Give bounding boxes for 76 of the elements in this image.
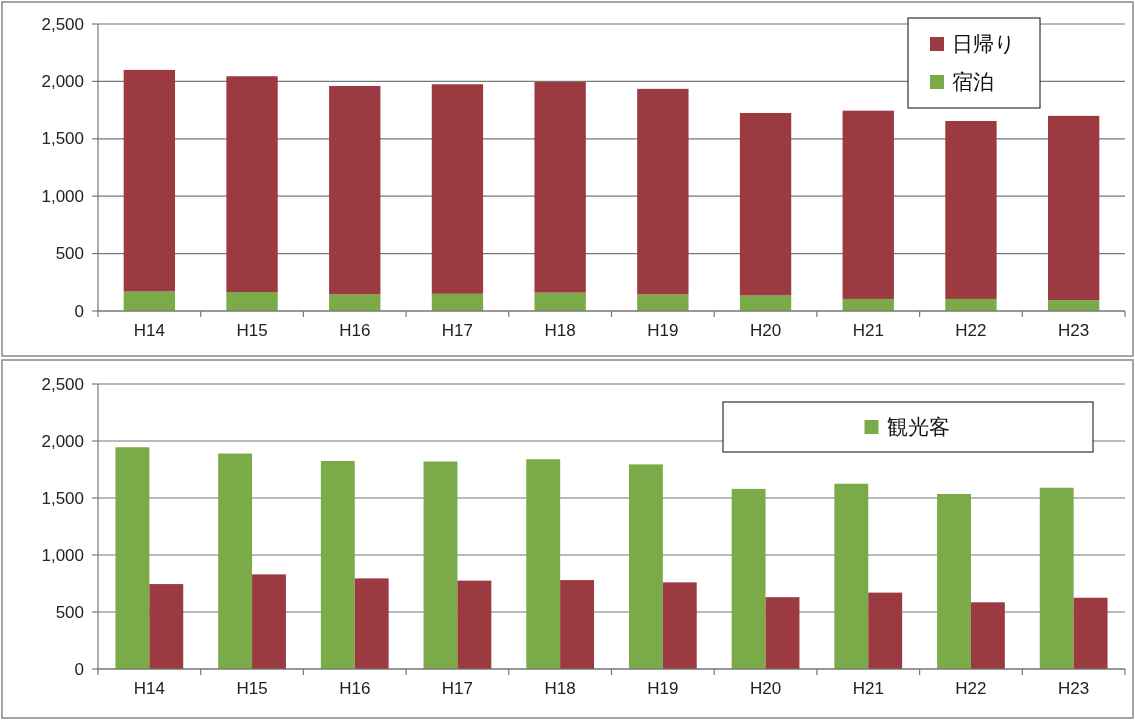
bar: [1047, 300, 1100, 311]
x-tick-label: H16: [339, 679, 371, 698]
bar: [1039, 487, 1074, 669]
y-tick-label: 2,000: [41, 71, 84, 91]
bar: [937, 494, 971, 669]
bar: [739, 295, 792, 311]
x-tick-label: H14: [133, 679, 165, 698]
bar: [945, 121, 997, 299]
legend-label: 日帰り: [952, 32, 1016, 56]
bar: [1047, 115, 1100, 301]
y-tick-label: 0: [74, 659, 84, 679]
bar: [354, 578, 389, 669]
y-tick-label: 0: [74, 301, 84, 321]
bar: [637, 88, 689, 295]
bar: [320, 460, 355, 669]
x-tick-label: H22: [955, 679, 987, 698]
x-tick-label: H19: [647, 321, 679, 340]
y-tick-label: 1,500: [41, 129, 84, 149]
bar: [842, 110, 894, 299]
x-tick-label: H21: [852, 321, 884, 340]
bar: [226, 76, 278, 293]
x-tick-label: H23: [1058, 679, 1090, 698]
bar: [868, 592, 903, 669]
bar: [560, 580, 595, 669]
bar: [534, 81, 586, 293]
x-tick-label: H18: [544, 679, 576, 698]
x-tick-label: H19: [647, 679, 679, 698]
x-tick-label: H21: [852, 679, 884, 698]
x-tick-label: H22: [955, 321, 987, 340]
bar: [218, 453, 253, 669]
bar: [1073, 597, 1108, 669]
x-tick-label: H15: [236, 321, 268, 340]
x-tick-label: H18: [544, 321, 576, 340]
bar: [945, 298, 997, 311]
bar: [149, 584, 184, 669]
bar: [637, 294, 689, 311]
y-tick-label: 1,000: [41, 545, 84, 565]
x-tick-label: H20: [749, 321, 782, 340]
legend-label: 宿泊: [952, 70, 994, 94]
x-tick-label: H16: [339, 321, 371, 340]
bar: [329, 294, 381, 311]
bar: [662, 582, 697, 669]
bar: [431, 293, 484, 311]
y-tick-label: 2,500: [41, 14, 84, 34]
bar: [765, 597, 800, 669]
y-tick-label: 2,500: [41, 374, 84, 394]
x-tick-label: H20: [749, 679, 782, 698]
y-tick-label: 1,000: [41, 186, 84, 206]
bar: [115, 447, 150, 669]
bar: [628, 464, 663, 669]
bar: [739, 112, 792, 296]
x-tick-label: H14: [133, 321, 165, 340]
y-tick-label: 2,000: [41, 431, 84, 451]
bar: [252, 574, 286, 669]
bar: [834, 483, 869, 669]
x-tick-label: H17: [441, 679, 474, 698]
bar: [123, 291, 176, 311]
x-tick-label: H17: [441, 321, 474, 340]
legend-label: 観光客: [886, 415, 950, 439]
bar: [431, 84, 484, 294]
x-tick-label: H15: [236, 679, 268, 698]
y-tick-label: 500: [55, 602, 84, 622]
x-tick-label: H23: [1058, 321, 1090, 340]
bar: [842, 298, 894, 311]
bar: [329, 85, 381, 295]
y-tick-label: 500: [55, 244, 84, 264]
bar: [731, 488, 766, 669]
bar: [526, 459, 561, 669]
bar: [457, 580, 492, 669]
y-tick-label: 1,500: [41, 488, 84, 508]
bar: [123, 69, 176, 292]
bar: [970, 602, 1005, 669]
bar: [226, 292, 278, 311]
legend: 観光客: [722, 401, 1094, 453]
bar: [534, 292, 586, 311]
bar: [423, 461, 458, 669]
